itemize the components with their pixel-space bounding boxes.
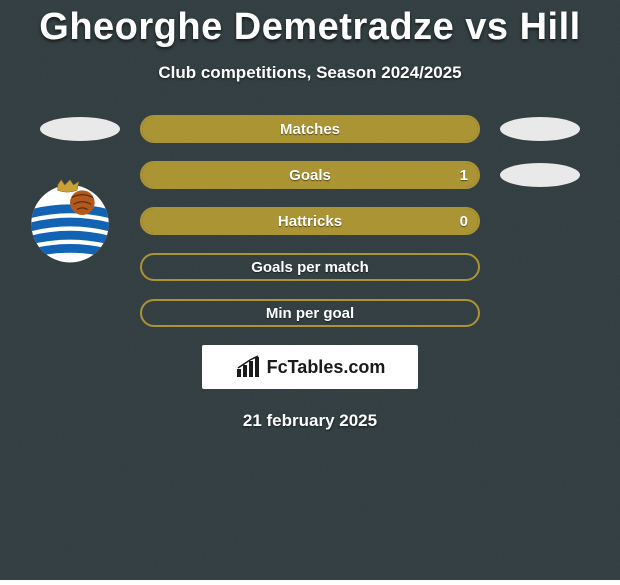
stat-pill: Min per goal: [140, 299, 480, 327]
stat-pill: Goals 1: [140, 161, 480, 189]
stat-pill: Hattricks 0: [140, 207, 480, 235]
page-title: Gheorghe Demetradze vs Hill: [0, 0, 620, 49]
stat-value-right: 0: [460, 213, 468, 230]
right-marker: [500, 301, 580, 325]
stat-row: Min per goal: [0, 299, 620, 327]
club-badge-svg: [26, 178, 114, 266]
stat-label: Goals: [289, 167, 331, 184]
left-marker: [40, 301, 120, 325]
stat-label: Hattricks: [278, 213, 342, 230]
stat-label: Min per goal: [266, 305, 354, 322]
right-marker: [500, 255, 580, 279]
stat-pill: Matches: [140, 115, 480, 143]
stat-label: Matches: [280, 121, 340, 138]
right-marker: [500, 209, 580, 233]
club-badge: [26, 178, 114, 266]
logo-bars-icon: [235, 355, 261, 379]
left-marker: [40, 117, 120, 141]
fctables-logo[interactable]: FcTables.com: [202, 345, 418, 389]
right-marker: [500, 117, 580, 141]
right-marker: [500, 163, 580, 187]
stat-label: Goals per match: [251, 259, 369, 276]
subtitle: Club competitions, Season 2024/2025: [0, 63, 620, 83]
logo-text: FcTables.com: [267, 357, 386, 378]
stat-value-right: 1: [460, 167, 468, 184]
stat-row: Matches: [0, 115, 620, 143]
generation-date: 21 february 2025: [0, 411, 620, 431]
comparison-infographic: Gheorghe Demetradze vs Hill Club competi…: [0, 0, 620, 580]
stat-pill: Goals per match: [140, 253, 480, 281]
